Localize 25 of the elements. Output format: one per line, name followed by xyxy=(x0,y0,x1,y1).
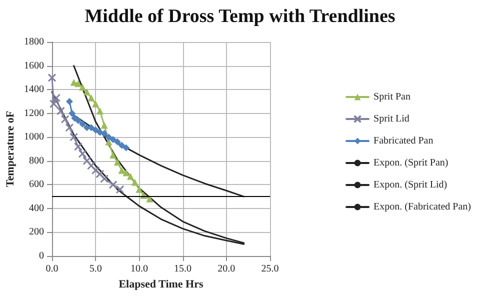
x-tick-label: 25.0 xyxy=(261,264,279,274)
legend-label: Expon. (Sprit Pan) xyxy=(374,158,448,168)
y-tick-label: 400 xyxy=(29,202,44,214)
y-tick-label: 1800 xyxy=(24,36,44,48)
legend-label: Sprit Pan xyxy=(374,92,410,102)
y-tick-label: 1600 xyxy=(24,60,44,72)
y-tick-label: 1400 xyxy=(24,84,44,96)
y-axis-title: Temperature oF xyxy=(4,110,16,188)
legend-label: Expon. (Sprit Lid) xyxy=(374,180,448,190)
legend-label: Sprit Lid xyxy=(374,114,410,124)
x-axis-title: Elapsed Time Hrs xyxy=(118,278,204,290)
y-tick-label: 600 xyxy=(29,179,44,190)
y-tick-label: 200 xyxy=(29,226,44,238)
y-tick-label: 1000 xyxy=(24,132,44,143)
y-tick-label: 800 xyxy=(29,155,44,166)
x-tick-label: 20.0 xyxy=(218,264,236,274)
y-tick-label: 0 xyxy=(39,250,44,262)
chart-title: Middle of Dross Temp with Trendlines xyxy=(84,6,396,27)
y-tick-label: 1200 xyxy=(24,108,44,119)
legend-label: Fabricated Pan xyxy=(374,136,434,146)
legend-label: Expon. (Fabricated Pan) xyxy=(374,202,472,212)
x-tick-label: 0.0 xyxy=(46,264,58,274)
x-tick-label: 5.0 xyxy=(89,264,102,274)
x-tick-label: 15.0 xyxy=(174,264,192,274)
x-tick-label: 10.0 xyxy=(130,264,148,274)
